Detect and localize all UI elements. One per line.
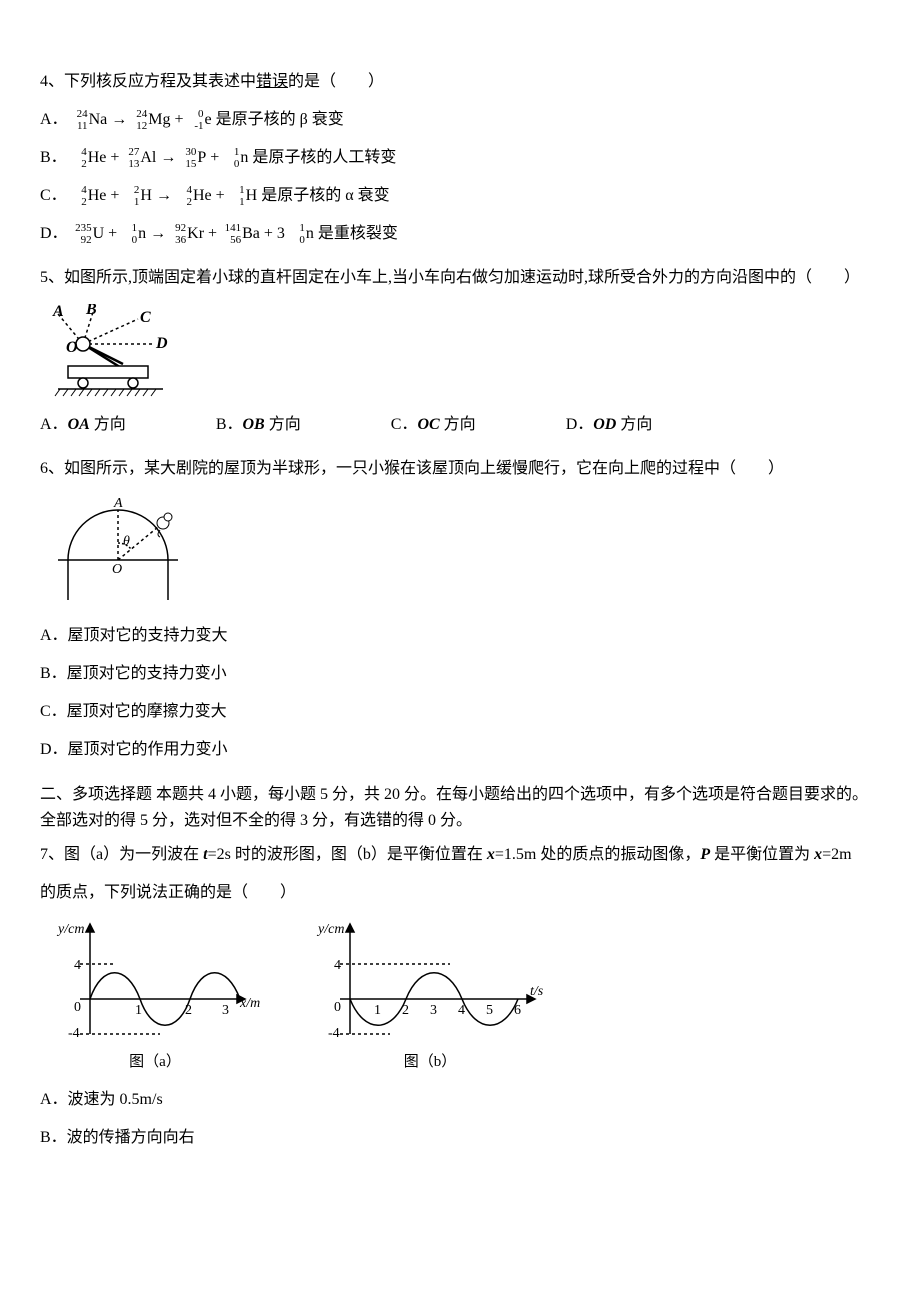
q4-choice-d: D． 23592U + 10n → 9236Kr + 14156Ba + 3 1…: [40, 222, 880, 246]
svg-text:4: 4: [334, 958, 341, 973]
q4d-desc: 是重核裂变: [318, 225, 398, 242]
q5-figure: A B C D O: [48, 304, 880, 399]
question-4: 4、下列核反应方程及其表述中错误的是（ ） A． 2411Na → 2412Mg…: [40, 70, 880, 246]
question-5: 5、如图所示,顶端固定着小球的直杆固定在小车上,当小车向右做匀加速运动时,球所受…: [40, 266, 880, 437]
question-7: 7、图（a）为一列波在 t=2s 时的波形图，图（b）是平衡位置在 x=1.5m…: [40, 843, 880, 1150]
q4-stem-prefix: 下列核反应方程及其表述中: [64, 73, 256, 90]
svg-text:-4: -4: [68, 1026, 80, 1041]
svg-text:O: O: [66, 339, 78, 356]
q4-stem-suffix: 的是（ ）: [288, 73, 384, 90]
q5-choice-b: B．OB 方向: [216, 413, 301, 437]
q7-figure-a: y/cm x/m 4 0 -: [50, 919, 260, 1074]
q5-choice-d: D．OD 方向: [566, 413, 653, 437]
choice-label-a: A．: [40, 111, 68, 128]
svg-text:C: C: [140, 309, 151, 326]
q4b-desc: 是原子核的人工转变: [252, 149, 396, 166]
q5-choice-c: C．OC 方向: [391, 413, 476, 437]
svg-text:5: 5: [486, 1003, 493, 1018]
svg-text:-4: -4: [328, 1026, 340, 1041]
q7-choice-a: A．波速为 0.5m/s: [40, 1088, 880, 1112]
q7-figures: y/cm x/m 4 0 -: [50, 919, 880, 1074]
q4-stem-underlined: 错误: [256, 73, 288, 90]
q6-choice-b: B．屋顶对它的支持力变小: [40, 662, 880, 686]
question-6: 6、如图所示，某大剧院的屋顶为半球形，一只小猴在该屋顶向上缓慢爬行，它在向上爬的…: [40, 457, 880, 762]
q6-choice-d: D．屋顶对它的作用力变小: [40, 738, 880, 762]
svg-text:y/cm: y/cm: [56, 922, 84, 937]
svg-text:1: 1: [374, 1003, 381, 1018]
q5-stem: 5、如图所示,顶端固定着小球的直杆固定在小车上,当小车向右做匀加速运动时,球所受…: [40, 266, 880, 290]
q6-stem: 6、如图所示，某大剧院的屋顶为半球形，一只小猴在该屋顶向上缓慢爬行，它在向上爬的…: [40, 457, 880, 481]
q6-figure: A O θ: [48, 495, 880, 610]
q5-choices: A．OA 方向 B．OB 方向 C．OC 方向 D．OD 方向: [40, 413, 880, 437]
svg-text:θ: θ: [123, 534, 130, 549]
q7-svg-b: y/cm t/s 4 0 -: [310, 919, 550, 1049]
q6-number: 6、: [40, 460, 64, 477]
q5-choice-a: A．OA 方向: [40, 413, 126, 437]
q6-svg: A O θ: [48, 495, 208, 610]
svg-text:3: 3: [222, 1003, 229, 1018]
svg-text:y/cm: y/cm: [316, 922, 344, 937]
choice-label-d: D．: [40, 225, 68, 242]
q4a-formula: 2411Na → 2412Mg + 0-1e: [72, 111, 216, 128]
q4c-formula: 42He + 21H → 42He + 11H: [71, 187, 262, 204]
section-2-header: 二、多项选择题 本题共 4 小题，每小题 5 分，共 20 分。在每小题给出的四…: [40, 782, 880, 833]
svg-text:1: 1: [135, 1003, 142, 1018]
q4-stem: 4、下列核反应方程及其表述中错误的是（ ）: [40, 70, 880, 94]
q7-stem-line2: 的质点，下列说法正确的是（ ）: [40, 881, 880, 905]
svg-text:0: 0: [74, 1000, 81, 1015]
svg-text:3: 3: [430, 1003, 437, 1018]
svg-text:A: A: [52, 304, 64, 320]
svg-text:D: D: [155, 335, 168, 352]
svg-text:4: 4: [74, 958, 81, 973]
q4a-desc: 是原子核的 β 衰变: [216, 111, 344, 128]
svg-text:2: 2: [402, 1003, 409, 1018]
q6-stem-text: 如图所示，某大剧院的屋顶为半球形，一只小猴在该屋顶向上缓慢爬行，它在向上爬的过程…: [64, 460, 784, 477]
choice-label-c: C．: [40, 187, 67, 204]
svg-text:6: 6: [514, 1003, 521, 1018]
svg-text:2: 2: [185, 1003, 192, 1018]
q5-stem-text: 如图所示,顶端固定着小球的直杆固定在小车上,当小车向右做匀加速运动时,球所受合外…: [64, 269, 860, 286]
q4-choice-b: B． 42He + 2713Al → 3015P + 10n 是原子核的人工转变: [40, 146, 880, 170]
q7-number: 7、: [40, 846, 64, 863]
svg-text:B: B: [85, 304, 97, 318]
q4c-desc: 是原子核的 α 衰变: [261, 187, 389, 204]
q6-choice-c: C．屋顶对它的摩擦力变大: [40, 700, 880, 724]
q7-figure-b: y/cm t/s 4 0 -: [310, 919, 550, 1074]
q7-stem-line1: 7、图（a）为一列波在 t=2s 时的波形图，图（b）是平衡位置在 x=1.5m…: [40, 843, 880, 867]
svg-text:A: A: [113, 496, 123, 511]
svg-text:4: 4: [458, 1003, 465, 1018]
q7-svg-a: y/cm x/m 4 0 -: [50, 919, 260, 1049]
choice-label-b: B．: [40, 149, 67, 166]
q4b-formula: 42He + 2713Al → 3015P + 10n: [71, 149, 253, 166]
q7-choice-b: B．波的传播方向向右: [40, 1126, 880, 1150]
q5-number: 5、: [40, 269, 64, 286]
q7-figb-caption: 图（b）: [310, 1051, 550, 1074]
q4d-formula: 23592U + 10n → 9236Kr + 14156Ba + 3 10n: [72, 225, 318, 242]
q5-svg: A B C D O: [48, 304, 198, 399]
q7-figa-caption: 图（a）: [50, 1051, 260, 1074]
q4-choice-c: C． 42He + 21H → 42He + 11H 是原子核的 α 衰变: [40, 184, 880, 208]
q4-choice-a: A． 2411Na → 2412Mg + 0-1e 是原子核的 β 衰变: [40, 108, 880, 132]
q6-choice-a: A．屋顶对它的支持力变大: [40, 624, 880, 648]
svg-text:O: O: [112, 562, 122, 577]
q4-number: 4、: [40, 73, 64, 90]
svg-text:0: 0: [334, 1000, 341, 1015]
